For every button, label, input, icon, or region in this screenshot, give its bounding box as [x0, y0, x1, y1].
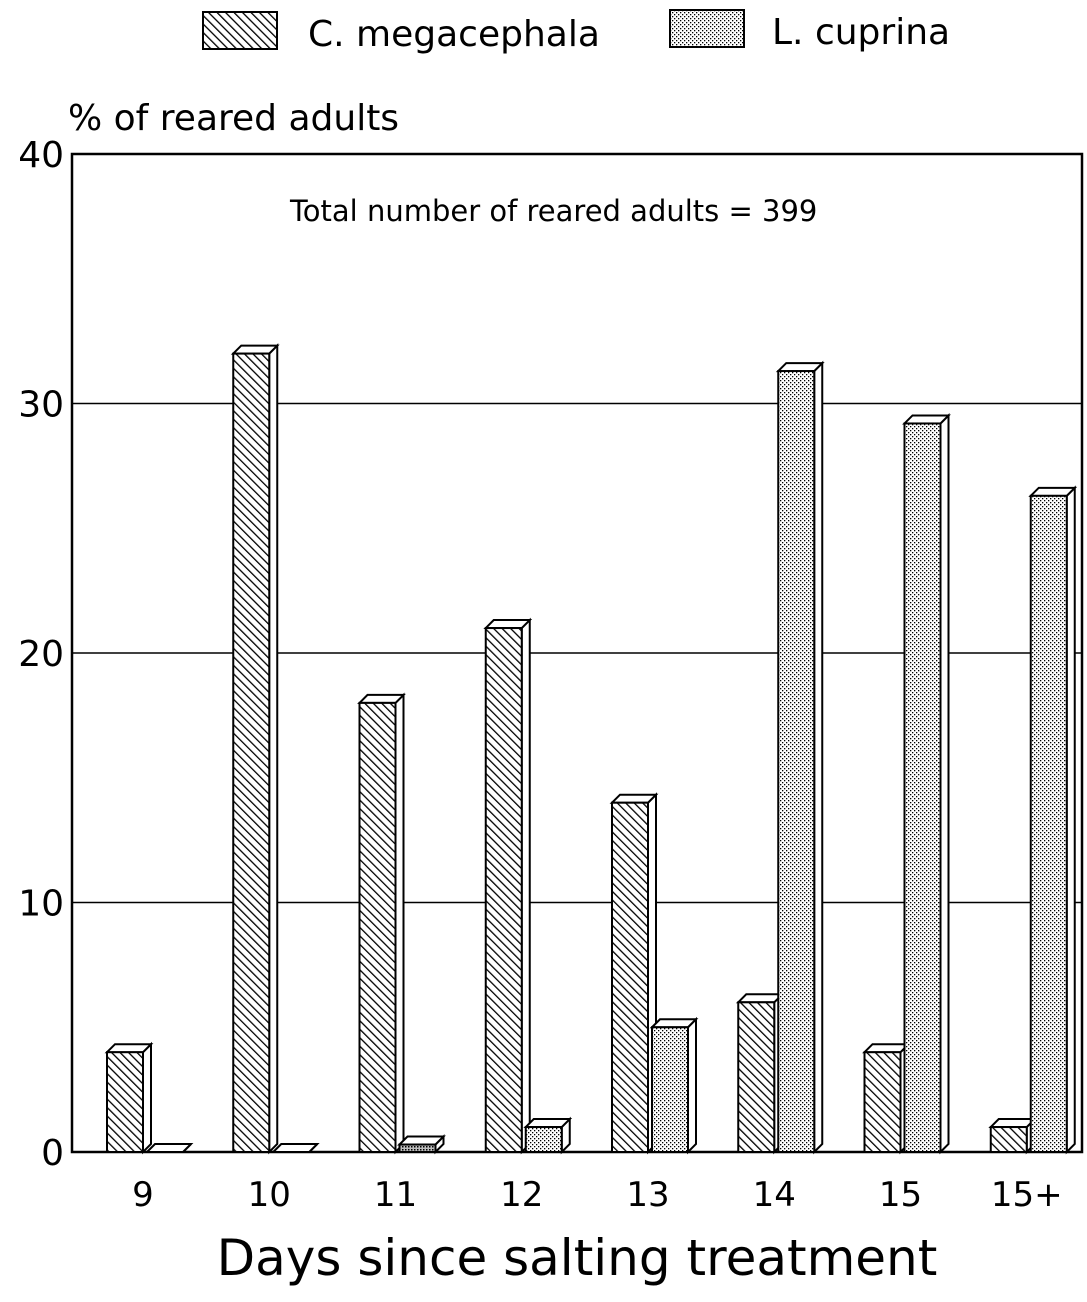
- bar-front: [232, 352, 271, 1154]
- bar-top: [270, 1143, 320, 1153]
- bar: [1028, 485, 1078, 1155]
- legend-label-l-cuprina: L. cuprina: [772, 12, 950, 53]
- bar: [144, 1143, 194, 1153]
- x-tick-label: 11: [374, 1175, 417, 1215]
- bar-front: [484, 627, 523, 1153]
- bar-side: [1065, 485, 1076, 1155]
- bar-top: [902, 414, 951, 425]
- bar-side: [939, 413, 950, 1155]
- bar-top: [775, 362, 825, 373]
- bar: [397, 1134, 446, 1155]
- bar: [902, 413, 951, 1155]
- bar: [988, 1116, 1038, 1155]
- x-tick-label: 13: [626, 1175, 669, 1215]
- bar-top: [862, 1043, 911, 1054]
- x-tick-label: 10: [248, 1175, 291, 1215]
- bar-side: [813, 360, 824, 1155]
- bar-top: [104, 1043, 154, 1054]
- bar: [862, 1041, 911, 1155]
- y-tick-label: 30: [18, 385, 64, 426]
- bar: [649, 1016, 699, 1155]
- y-tick-label: 10: [18, 884, 64, 925]
- bar-front: [398, 1143, 437, 1154]
- bar-front: [989, 1126, 1028, 1154]
- bar: [735, 991, 785, 1155]
- bar: [775, 360, 825, 1155]
- bar-side: [520, 617, 531, 1155]
- bar-front: [524, 1126, 563, 1154]
- bar-top: [609, 793, 659, 804]
- bars: [104, 343, 1078, 1155]
- bar-top: [523, 1118, 573, 1129]
- bar-front: [863, 1051, 902, 1153]
- bar-side: [142, 1041, 152, 1155]
- bar-side: [687, 1016, 697, 1155]
- legend-label-c-megacephala: C. megacephala: [308, 14, 600, 55]
- bar: [523, 1116, 573, 1155]
- bar-top: [735, 993, 785, 1004]
- x-tick-label: 12: [500, 1175, 543, 1215]
- x-axis-title: Days since salting treatment: [217, 1229, 938, 1287]
- bar-front: [651, 1026, 689, 1153]
- y-tick-label: 40: [18, 135, 64, 176]
- bar: [270, 1143, 320, 1153]
- bar-top: [988, 1118, 1038, 1129]
- bar-front: [1029, 494, 1068, 1153]
- legend-swatch-l-cuprina: [669, 9, 745, 48]
- bar-front: [737, 1001, 776, 1153]
- total-annotation: Total number of reared adults = 399: [289, 194, 817, 228]
- y-tick-label: 0: [41, 1133, 64, 1174]
- x-tick-label: 15+: [991, 1175, 1063, 1215]
- y-axis-ticks: 0 10 20 30 40: [18, 135, 64, 1174]
- bar: [357, 692, 406, 1155]
- bar-top: [483, 619, 533, 630]
- bar-top: [649, 1018, 699, 1029]
- bar-top: [357, 693, 406, 704]
- bar-top: [1028, 486, 1078, 497]
- bar-front: [358, 701, 397, 1154]
- legend: C. megacephala L. cuprina: [202, 9, 950, 55]
- legend-swatch-c-megacephala: [202, 11, 278, 50]
- bar-front: [903, 422, 942, 1153]
- bar: [483, 617, 533, 1155]
- bar: [104, 1041, 154, 1155]
- y-tick-label: 20: [18, 634, 64, 675]
- bar-top: [144, 1143, 194, 1153]
- bar-side: [394, 692, 405, 1155]
- bar-front: [611, 801, 649, 1153]
- bar-top: [397, 1135, 446, 1146]
- x-tick-label: 9: [132, 1175, 154, 1215]
- bar: [609, 792, 659, 1155]
- bar-front: [106, 1051, 144, 1153]
- plot-frame: [70, 152, 1084, 1154]
- x-axis-ticks: 9 10 11 12 13 14 15 15+: [132, 1175, 1062, 1215]
- x-tick-label: 15: [879, 1175, 922, 1215]
- bar-side: [268, 343, 279, 1155]
- bar-top: [230, 344, 280, 355]
- y-axis-title: % of reared adults: [68, 98, 399, 139]
- x-tick-label: 14: [753, 1175, 796, 1215]
- bar-front: [777, 370, 816, 1153]
- bar: [230, 343, 280, 1155]
